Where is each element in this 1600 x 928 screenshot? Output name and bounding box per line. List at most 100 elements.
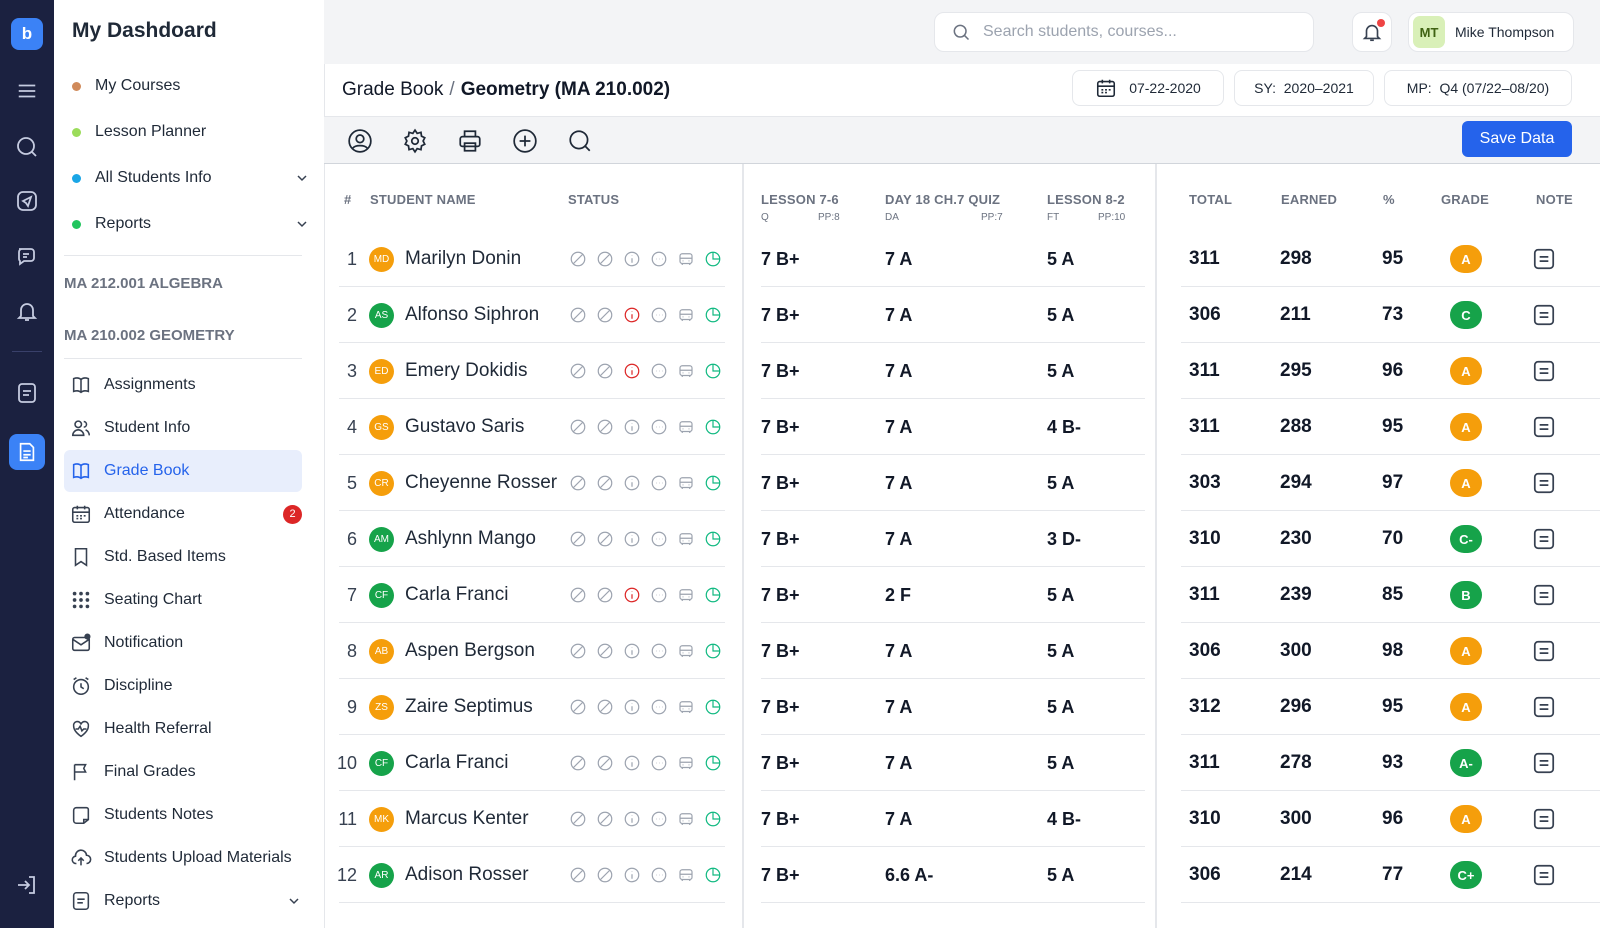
- info-icon[interactable]: [623, 586, 641, 604]
- chevron-down-icon[interactable]: [294, 170, 310, 186]
- score-cell[interactable]: 7 A: [885, 640, 913, 661]
- col-assignment1-header[interactable]: LESSON 7-6: [761, 192, 839, 207]
- sidebar-item-upload-materials[interactable]: Students Upload Materials: [64, 837, 302, 879]
- breadcrumb-gradebook[interactable]: Grade Book: [342, 79, 444, 100]
- sidebar-item-student-info[interactable]: Student Info: [64, 407, 302, 449]
- progress-icon[interactable]: [704, 474, 722, 492]
- note-icon[interactable]: [1531, 399, 1557, 455]
- excused-icon[interactable]: [569, 810, 587, 828]
- absent-icon[interactable]: [596, 642, 614, 660]
- progress-icon[interactable]: [704, 418, 722, 436]
- message-icon[interactable]: [650, 754, 668, 772]
- note-icon[interactable]: [1531, 511, 1557, 567]
- table-row[interactable]: 4 GS Gustavo Saris 7 B+ 7 A 4 B- 311 288 95 A: [0, 399, 1600, 455]
- bus-icon[interactable]: [677, 250, 695, 268]
- progress-icon[interactable]: [704, 586, 722, 604]
- score-cell[interactable]: 7 A: [885, 472, 913, 493]
- add-circle-icon[interactable]: [507, 123, 543, 159]
- note-icon[interactable]: [1531, 567, 1557, 623]
- absent-icon[interactable]: [596, 250, 614, 268]
- note-icon[interactable]: [1531, 455, 1557, 511]
- score-cell[interactable]: 7 B+: [761, 584, 800, 605]
- bus-icon[interactable]: [677, 810, 695, 828]
- marking-period-select[interactable]: MP: Q4 (07/22–08/20): [1384, 70, 1572, 106]
- info-icon[interactable]: [623, 530, 641, 548]
- score-cell[interactable]: 5 A: [1047, 640, 1075, 661]
- gradebook-icon[interactable]: [9, 434, 45, 470]
- student-name[interactable]: Alfonso Siphron: [405, 304, 540, 325]
- document-icon[interactable]: [0, 373, 54, 413]
- student-name[interactable]: Aspen Bergson: [405, 640, 535, 661]
- message-icon[interactable]: [650, 866, 668, 884]
- bus-icon[interactable]: [677, 586, 695, 604]
- student-cell[interactable]: MK Marcus Kenter: [369, 791, 529, 847]
- excused-icon[interactable]: [569, 362, 587, 380]
- search-input[interactable]: [983, 23, 1283, 41]
- user-menu[interactable]: MT Mike Thompson: [1408, 12, 1574, 52]
- table-row[interactable]: 2 AS Alfonso Siphron 7 B+ 7 A 5 A 306 211 73 C: [0, 287, 1600, 343]
- student-cell[interactable]: AR Adison Rosser: [369, 847, 529, 903]
- note-icon[interactable]: [1531, 343, 1557, 399]
- col-assignment2-header[interactable]: DAY 18 CH.7 QUIZ: [885, 192, 1001, 207]
- student-cell[interactable]: AS Alfonso Siphron: [369, 287, 539, 343]
- message-icon[interactable]: [650, 418, 668, 436]
- sidebar-item-attendance[interactable]: Attendance 2: [64, 493, 302, 535]
- message-icon[interactable]: [650, 810, 668, 828]
- save-data-button[interactable]: Save Data: [1462, 121, 1572, 157]
- score-cell[interactable]: 7 A: [885, 248, 913, 269]
- notifications-button[interactable]: [1352, 12, 1392, 52]
- student-name[interactable]: Emery Dokidis: [405, 360, 528, 381]
- absent-icon[interactable]: [596, 306, 614, 324]
- score-cell[interactable]: 7 A: [885, 808, 913, 829]
- student-name[interactable]: Ashlynn Mango: [405, 528, 536, 549]
- student-name[interactable]: Zaire Septimus: [405, 696, 533, 717]
- col-assignment3-header[interactable]: LESSON 8-2: [1047, 192, 1125, 207]
- logout-icon[interactable]: [0, 865, 54, 905]
- message-icon[interactable]: [650, 362, 668, 380]
- message-icon[interactable]: [650, 530, 668, 548]
- score-cell[interactable]: 7 B+: [761, 528, 800, 549]
- note-icon[interactable]: [1531, 847, 1557, 903]
- sidebar-item-grade-book[interactable]: Grade Book: [64, 450, 302, 492]
- message-icon[interactable]: [650, 250, 668, 268]
- score-cell[interactable]: 5 A: [1047, 360, 1075, 381]
- score-cell[interactable]: 3 D-: [1047, 528, 1082, 549]
- sidebar-item-health-referral[interactable]: Health Referral: [64, 708, 302, 750]
- col-name-header[interactable]: STUDENT NAME: [370, 192, 476, 207]
- note-icon[interactable]: [1531, 623, 1557, 679]
- bus-icon[interactable]: [677, 306, 695, 324]
- student-name[interactable]: Adison Rosser: [405, 864, 529, 885]
- info-icon[interactable]: [623, 642, 641, 660]
- excused-icon[interactable]: [569, 250, 587, 268]
- bus-icon[interactable]: [677, 530, 695, 548]
- printer-icon[interactable]: [452, 123, 488, 159]
- bus-icon[interactable]: [677, 362, 695, 380]
- info-icon[interactable]: [623, 418, 641, 436]
- sidebar-item-notification[interactable]: Notification: [64, 622, 302, 664]
- score-cell[interactable]: 7 B+: [761, 472, 800, 493]
- sidebar-item-seating-chart[interactable]: Seating Chart: [64, 579, 302, 621]
- score-cell[interactable]: 7 B+: [761, 248, 800, 269]
- note-icon[interactable]: [1531, 287, 1557, 343]
- student-cell[interactable]: GS Gustavo Saris: [369, 399, 524, 455]
- bus-icon[interactable]: [677, 698, 695, 716]
- date-picker[interactable]: 07-22-2020: [1072, 70, 1224, 106]
- student-cell[interactable]: ED Emery Dokidis: [369, 343, 527, 399]
- student-cell[interactable]: MD Marilyn Donin: [369, 231, 521, 287]
- student-name[interactable]: Carla Franci: [405, 752, 509, 773]
- table-row[interactable]: 11 MK Marcus Kenter 7 B+ 7 A 4 B- 310 300 96 A: [0, 791, 1600, 847]
- score-cell[interactable]: 7 B+: [761, 416, 800, 437]
- section-geometry[interactable]: MA 210.002 GEOMETRY: [64, 327, 235, 344]
- absent-icon[interactable]: [596, 810, 614, 828]
- table-row[interactable]: 12 AR Adison Rosser 7 B+ 6.6 A- 5 A 306 214 77 C+: [0, 847, 1600, 903]
- excused-icon[interactable]: [569, 866, 587, 884]
- score-cell[interactable]: 7 A: [885, 752, 913, 773]
- app-logo[interactable]: b: [11, 18, 43, 50]
- student-cell[interactable]: CR Cheyenne Rosser: [369, 455, 557, 511]
- sidebar-item-std-based-items[interactable]: Std. Based Items: [64, 536, 302, 578]
- absent-icon[interactable]: [596, 530, 614, 548]
- score-cell[interactable]: 7 A: [885, 416, 913, 437]
- score-cell[interactable]: 7 B+: [761, 640, 800, 661]
- message-icon[interactable]: [650, 698, 668, 716]
- student-cell[interactable]: CF Carla Franci: [369, 567, 508, 623]
